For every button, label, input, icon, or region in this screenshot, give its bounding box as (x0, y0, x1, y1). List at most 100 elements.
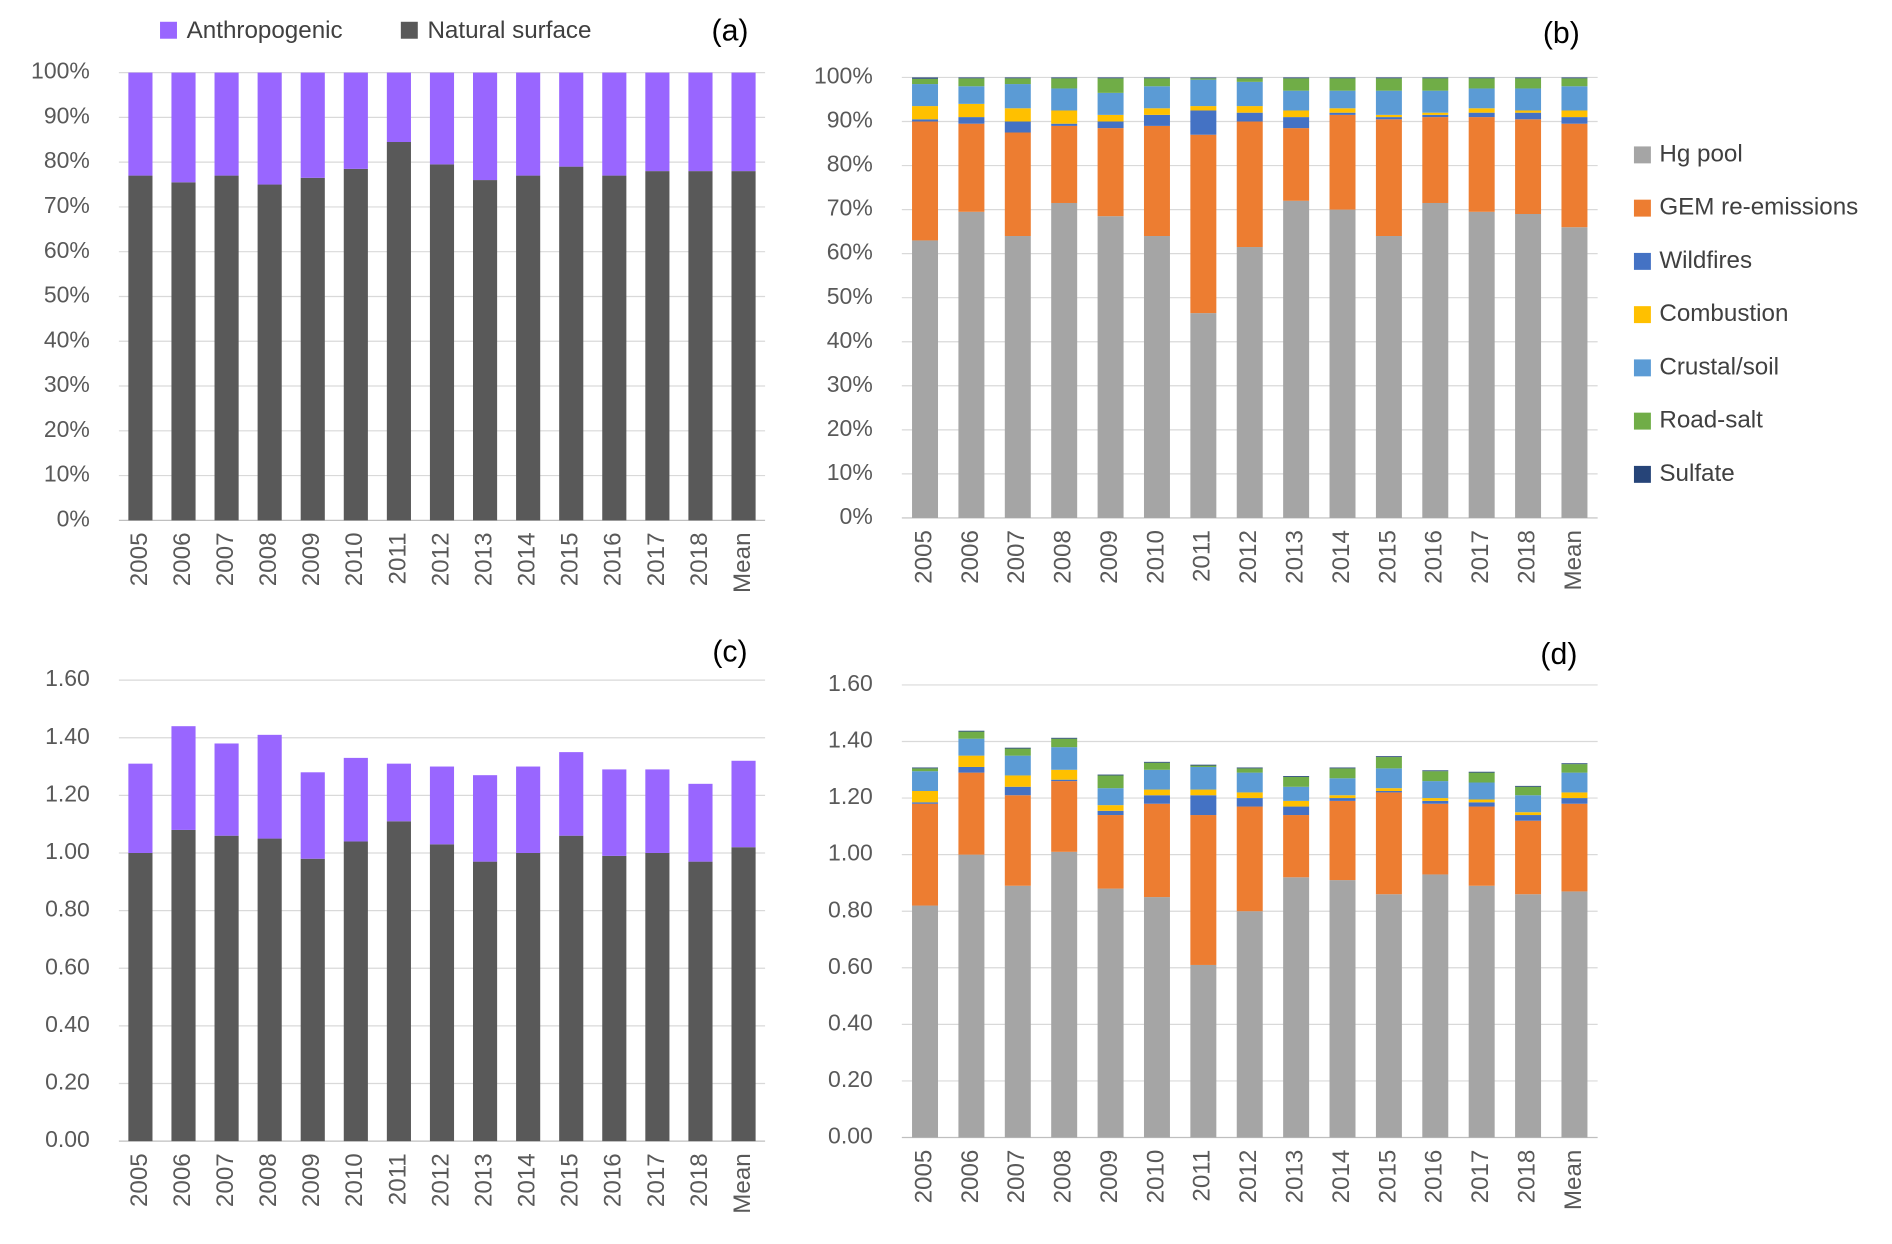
y-tick-label: 50% (827, 283, 873, 309)
bar-segment (1283, 786, 1310, 801)
x-tick-label: 2008 (1050, 1150, 1077, 1204)
bar-segment (1375, 756, 1402, 758)
x-tick-label: 2007 (1003, 1150, 1030, 1204)
y-tick-label: 0.20 (45, 1069, 90, 1095)
bar-segment (1143, 789, 1170, 796)
y-tick-label: 0.40 (828, 1009, 873, 1035)
bar-segment (1236, 81, 1263, 107)
legend-label: Anthropogenic (187, 17, 343, 44)
y-tick-label: 0.60 (828, 953, 873, 979)
bar-segment (1236, 792, 1263, 799)
bar-segment (1236, 772, 1263, 793)
bar-segment (1190, 79, 1217, 107)
y-tick-label: 0.60 (45, 953, 90, 979)
bar-segment (958, 772, 985, 855)
y-tick-label: 40% (827, 327, 873, 353)
bar-segment (1375, 119, 1402, 237)
legend-swatch (1633, 252, 1651, 270)
x-tick-label: 2018 (1513, 530, 1540, 584)
y-tick-label: 20% (44, 416, 90, 442)
x-tick-label: 2005 (126, 532, 153, 586)
bar-segment (645, 769, 670, 853)
y-tick-label: 10% (827, 459, 873, 485)
bar-segment (386, 72, 411, 143)
bar-segment (1515, 112, 1542, 120)
bar-segment (1329, 78, 1356, 91)
x-tick-label: 2014 (514, 532, 541, 586)
bar-segment (731, 760, 756, 848)
bar-segment (912, 106, 939, 120)
bar-segment (1561, 772, 1588, 793)
bar-segment (1329, 798, 1356, 801)
y-tick-label: 1.40 (828, 727, 873, 753)
bar-segment (1515, 119, 1542, 214)
bar-segment (429, 72, 455, 165)
bar-segment (1329, 880, 1356, 1138)
bar-segment (1468, 771, 1495, 773)
bar-segment (1283, 776, 1310, 777)
x-tick-label: 2015 (1374, 530, 1401, 584)
bar-segment (128, 852, 153, 1142)
bar-segment (1190, 764, 1217, 766)
bar-segment (958, 86, 985, 104)
bar-segment (1422, 112, 1449, 115)
x-tick-label: 2016 (1421, 1150, 1448, 1204)
x-tick-label: 2016 (1421, 530, 1448, 584)
x-tick-label: 2017 (1467, 1150, 1494, 1204)
y-tick-label: 60% (44, 237, 90, 263)
bar-segment (1468, 77, 1495, 79)
bar-segment (1561, 77, 1588, 79)
y-tick-label: 40% (44, 326, 90, 352)
bar-segment (1515, 77, 1542, 79)
bar-segment (1051, 202, 1078, 518)
y-tick-label: 1.20 (45, 780, 90, 806)
x-tick-label: 2005 (910, 1150, 937, 1204)
x-tick-label: 2008 (255, 532, 282, 586)
bar-segment (171, 726, 196, 830)
bar-segment (1143, 77, 1170, 79)
bar-segment (1143, 78, 1170, 87)
x-tick-label: 2007 (212, 1153, 239, 1207)
bar-segment (1051, 88, 1078, 111)
bar-segment (602, 769, 627, 856)
bar-segment (1051, 737, 1078, 739)
y-tick-label: 50% (44, 282, 90, 308)
bar-segment (171, 829, 196, 1142)
bar-segment (1515, 795, 1542, 813)
bar-segment (1468, 112, 1495, 118)
bar-segment (1561, 792, 1588, 799)
x-tick-label: 2013 (1282, 1150, 1309, 1204)
bar-segment (1375, 90, 1402, 115)
bar-segment (912, 119, 939, 122)
x-tick-label: 2009 (1096, 530, 1123, 584)
bar-segment (257, 184, 282, 521)
bar-segment (1143, 795, 1170, 804)
bar-segment (1375, 78, 1402, 91)
bar-segment (1422, 803, 1449, 875)
bar-segment (645, 852, 670, 1142)
bar-segment (1051, 781, 1078, 852)
bar-segment (559, 835, 584, 1142)
x-tick-label: 2011 (384, 532, 411, 584)
bar-segment (1004, 786, 1031, 796)
bar-segment (1097, 78, 1124, 93)
bar-segment (214, 835, 239, 1142)
x-tick-label: 2010 (341, 532, 368, 586)
y-tick-label: 100% (814, 63, 873, 89)
bar-segment (1422, 781, 1449, 799)
bar-segment (1375, 791, 1402, 793)
bar-segment (1190, 789, 1217, 796)
bar-segment (1190, 795, 1217, 816)
bar-segment (1004, 121, 1031, 133)
bar-segment (1329, 778, 1356, 796)
y-tick-label: 100% (31, 58, 90, 84)
bar-segment (958, 123, 985, 212)
bar-segment (1283, 800, 1310, 807)
bar-segment (1143, 761, 1170, 763)
bar-segment (1515, 78, 1542, 89)
bar-segment (1051, 125, 1078, 203)
bar-segment (1143, 803, 1170, 898)
bar-segment (1190, 313, 1217, 518)
bar-segment (1329, 108, 1356, 113)
